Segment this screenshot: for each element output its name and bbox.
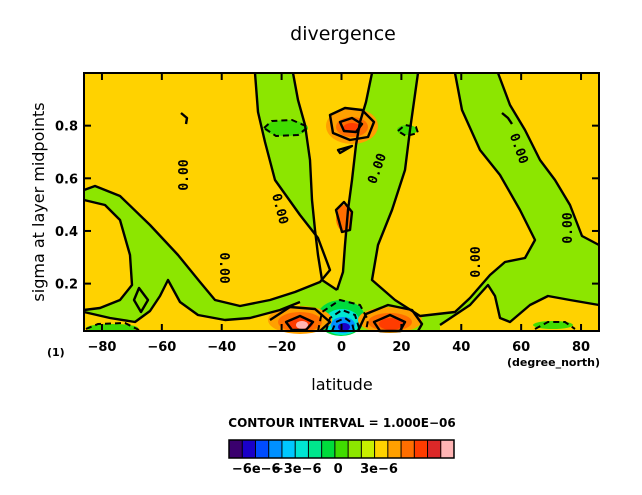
contour-zero-10 bbox=[501, 112, 513, 125]
contour-negative-2 bbox=[396, 123, 420, 138]
colorbar-swatch bbox=[308, 440, 323, 458]
contour-zero-5 bbox=[335, 72, 374, 291]
negative-patch-equator-core bbox=[338, 323, 350, 331]
y-tick-label: 0.8 bbox=[55, 120, 78, 135]
x-tick-label: 20 bbox=[392, 340, 410, 355]
x-tick-label: 0 bbox=[337, 340, 346, 355]
colorbar: −6e−6−3e−6 0 3e−6 bbox=[228, 439, 455, 477]
contour-positive-6 bbox=[356, 303, 424, 332]
colorbar-swatch bbox=[242, 440, 256, 458]
positive-region-left-edge bbox=[84, 200, 132, 310]
contour-zero-11 bbox=[336, 144, 354, 155]
positive-region-upper-right bbox=[498, 73, 599, 245]
colorbar-swatch bbox=[427, 440, 442, 458]
colorbar-swatch bbox=[295, 440, 309, 458]
colorbar-swatch bbox=[255, 440, 270, 458]
contour-label-3: 0.00 bbox=[216, 252, 231, 283]
warm-patch-bottom-left-core bbox=[296, 321, 308, 329]
contour-label-7: 0.00 bbox=[561, 212, 576, 243]
colorbar-swatch bbox=[321, 440, 336, 458]
colorbar-swatch bbox=[387, 440, 402, 458]
colorbar-swatch bbox=[414, 440, 429, 458]
contour-lines bbox=[83, 72, 600, 333]
contour-negative-1 bbox=[262, 118, 310, 138]
warm-patch-bottom-right-inner bbox=[379, 318, 403, 330]
colorbar-swatch bbox=[348, 440, 362, 458]
contour-negative-4 bbox=[534, 321, 576, 330]
colorbar-swatch bbox=[334, 440, 349, 458]
colorbar-swatch bbox=[361, 440, 376, 458]
y-tick-label: 0.4 bbox=[55, 225, 78, 240]
positive-region-bottom-right bbox=[440, 285, 599, 331]
colorbar-tick-label: −6e−6 bbox=[232, 462, 281, 477]
contour-zero-8 bbox=[439, 283, 600, 326]
y-tick-label: 0.6 bbox=[55, 172, 78, 187]
contour-negative-5 bbox=[317, 298, 370, 332]
contour-positive-1 bbox=[328, 106, 376, 142]
colorbar-tick-label: 0 bbox=[334, 462, 343, 477]
x-tick-label: −60 bbox=[147, 340, 176, 355]
positive-region-upper-left bbox=[84, 73, 330, 306]
colorbar-swatch bbox=[374, 440, 389, 458]
contour-zero-7 bbox=[496, 72, 600, 247]
contour-label-5: 0.00 bbox=[469, 246, 484, 277]
x-axis-title: latitude bbox=[311, 375, 372, 394]
contour-zero-2 bbox=[83, 198, 134, 312]
contour-zero-1 bbox=[83, 72, 332, 308]
contour-positive-3 bbox=[334, 200, 354, 234]
x-tick-label: −40 bbox=[207, 340, 236, 355]
colorbar-frame bbox=[228, 439, 455, 459]
y-axis-title: sigma at layer midpoints bbox=[29, 102, 48, 301]
contour-zero-4 bbox=[291, 72, 338, 291]
y-tick-label: 0.2 bbox=[55, 278, 78, 293]
contour-interval-text: CONTOUR INTERVAL = 1.000E−06 bbox=[228, 416, 455, 430]
chart-title: divergence bbox=[290, 23, 396, 45]
x-tick-label: −80 bbox=[87, 340, 116, 355]
colorbar-tick-label: 3e−6 bbox=[360, 462, 398, 477]
colorbar-swatch bbox=[229, 440, 243, 458]
contour-positive-7 bbox=[372, 313, 407, 333]
colorbar-tick-label: −3e−6 bbox=[273, 462, 322, 477]
contour-zero-12 bbox=[132, 286, 150, 314]
contour-positive-4 bbox=[269, 305, 332, 332]
contour-label-1: 0.00 bbox=[177, 159, 192, 190]
contour-negative-7 bbox=[331, 316, 355, 332]
colorbar-swatch bbox=[268, 440, 283, 458]
contour-zero-9 bbox=[180, 112, 189, 125]
contour-zero-3 bbox=[83, 278, 301, 324]
axes: −80 −60 −40 −20 0 20 40 60 80 0.2 0.4 0.6 0.8 bbox=[55, 73, 599, 355]
x-tick-label: 60 bbox=[512, 340, 530, 355]
contour-positive-5 bbox=[284, 314, 315, 332]
x-tick-label: −20 bbox=[267, 340, 296, 355]
contour-positive-2 bbox=[338, 116, 364, 134]
x-tick-label: 80 bbox=[572, 340, 590, 355]
frame-label: (1) bbox=[47, 346, 65, 359]
plot-area: 0.00 0.00 0.00 0.00 0.00 0.00 0.00 bbox=[83, 72, 600, 336]
colorbar-swatch bbox=[440, 440, 455, 458]
x-unit-label: (degree_north) bbox=[507, 356, 600, 369]
colorbar-swatch bbox=[401, 440, 415, 458]
negative-patch-bottom-right bbox=[533, 321, 573, 329]
colorbar-swatch bbox=[281, 440, 296, 458]
x-tick-label: 40 bbox=[452, 340, 470, 355]
negative-patch-left-upper bbox=[264, 120, 308, 136]
positive-regions bbox=[84, 73, 599, 331]
contour-zero-6 bbox=[370, 72, 537, 318]
